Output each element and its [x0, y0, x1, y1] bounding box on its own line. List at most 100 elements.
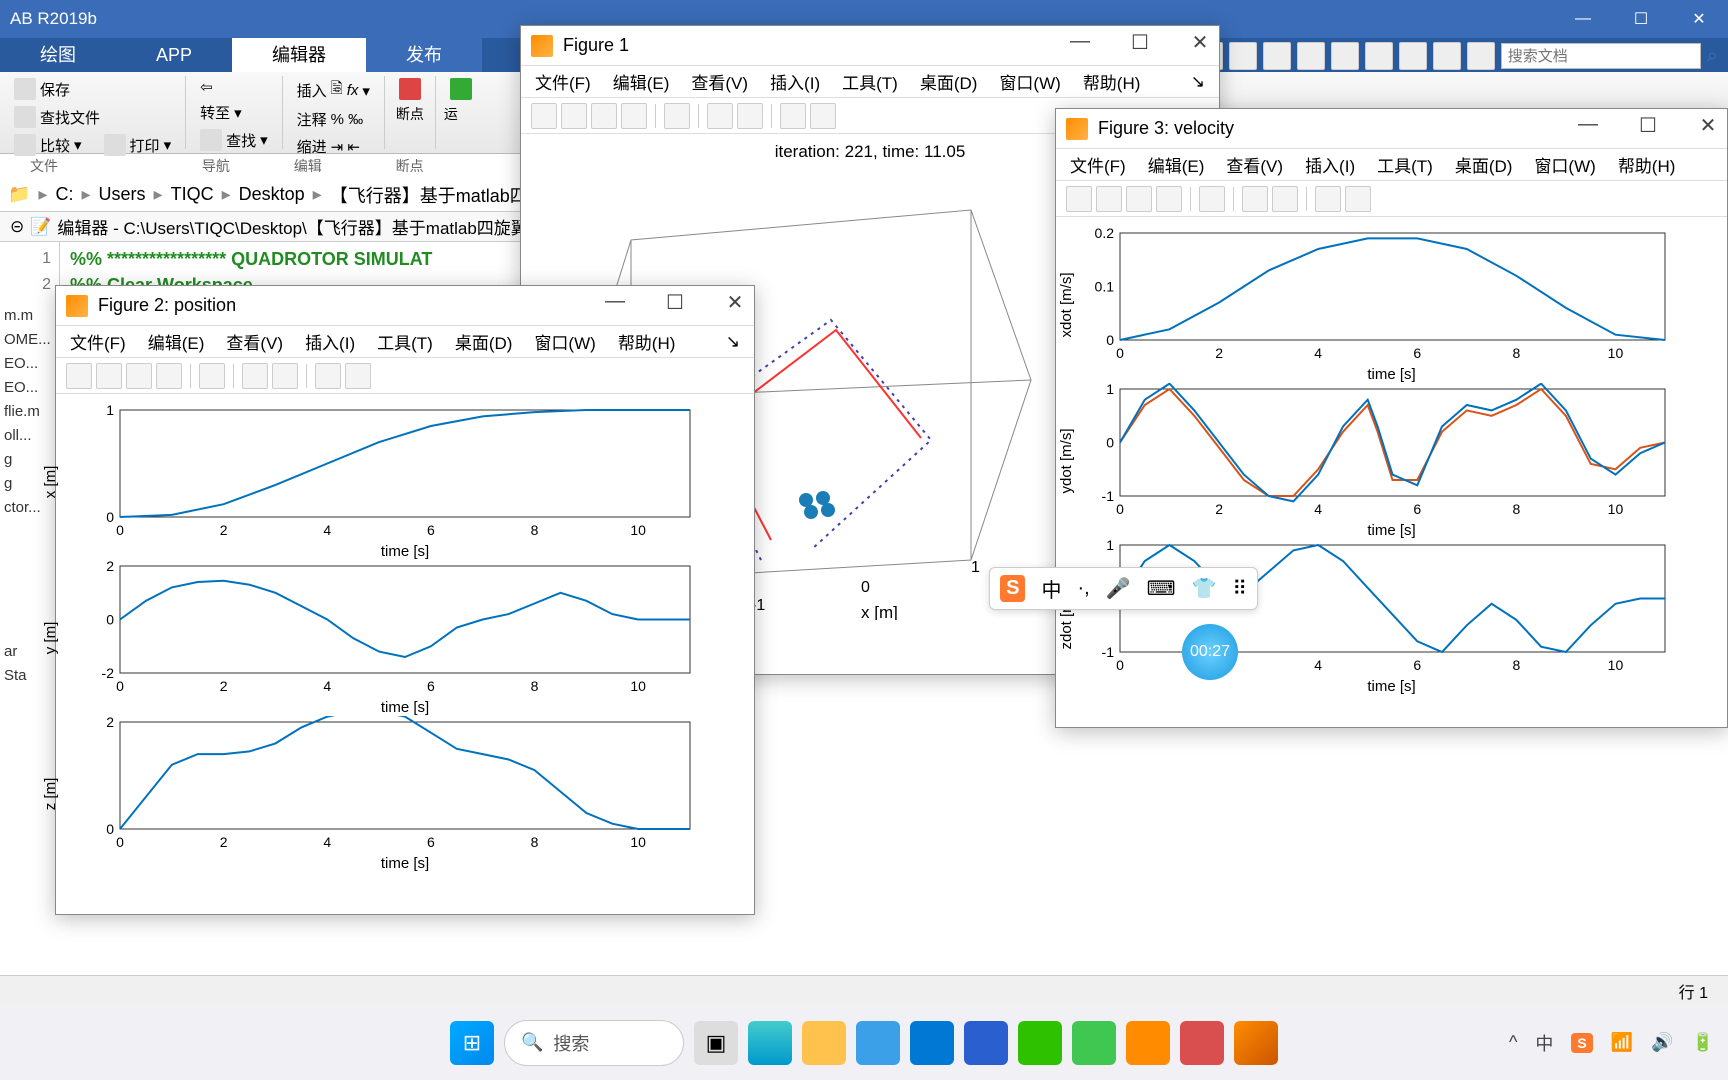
game-icon[interactable] [1180, 1021, 1224, 1065]
ftb-pointer-icon[interactable] [315, 363, 341, 389]
qa-more-icon[interactable] [1467, 42, 1495, 70]
qa-undo-icon[interactable] [1331, 42, 1359, 70]
tab-plot[interactable]: 绘图 [0, 38, 116, 72]
search-icon[interactable]: ⌕ [1707, 45, 1718, 68]
menu-window[interactable]: 窗口(W) [999, 69, 1060, 94]
menu-tools[interactable]: 工具(T) [377, 329, 433, 354]
ftb-layout-icon[interactable] [199, 363, 225, 389]
run-button[interactable] [444, 76, 478, 102]
ftb-pointer-icon[interactable] [1315, 186, 1341, 212]
qa-copy-icon[interactable] [1263, 42, 1291, 70]
ftb-dock1-icon[interactable] [1242, 186, 1268, 212]
menu-tools[interactable]: 工具(T) [1377, 152, 1433, 177]
ftb-open-icon[interactable] [1096, 186, 1122, 212]
ftb-save-icon[interactable] [591, 103, 617, 129]
tray-wifi-icon[interactable]: 📶 [1611, 1032, 1633, 1053]
menu-desktop[interactable]: 桌面(D) [920, 69, 978, 94]
fig2-min-button[interactable]: — [600, 290, 630, 315]
close-button[interactable]: ✕ [1670, 0, 1728, 38]
maximize-button[interactable]: ☐ [1612, 0, 1670, 38]
ftb-save-icon[interactable] [126, 363, 152, 389]
tray-ime-icon[interactable]: 中 [1535, 1030, 1553, 1056]
ftb-print-icon[interactable] [1156, 186, 1182, 212]
print-button[interactable]: 打印 ▾ [98, 132, 178, 158]
figure3-plots[interactable]: xdot [m/s] 024681000.10.2 time [s] ydot … [1056, 217, 1727, 705]
subplot[interactable]: x [m] 024681001 time [s] [70, 404, 740, 560]
ime-bar[interactable]: S 中 ·, 🎤 ⌨ 👕 ⠿ [989, 567, 1258, 610]
fig2-max-button[interactable]: ☐ [660, 290, 690, 315]
menu-file[interactable]: 文件(F) [70, 329, 126, 354]
figure2-plots[interactable]: x [m] 024681001 time [s] y [m] 0246810-2… [56, 394, 754, 882]
taskbar-search[interactable]: 🔍 搜索 [504, 1020, 684, 1066]
ftb-open-icon[interactable] [561, 103, 587, 129]
menu-help[interactable]: 帮助(H) [618, 329, 676, 354]
compare-button[interactable]: 比较 ▾ [8, 132, 88, 158]
figure2-titlebar[interactable]: Figure 2: position — ☐ ✕ [56, 286, 754, 326]
subplot[interactable]: y [m] 0246810-202 time [s] [70, 560, 740, 716]
ftb-save-icon[interactable] [1126, 186, 1152, 212]
ftb-insert-icon[interactable] [345, 363, 371, 389]
explorer-icon[interactable] [802, 1021, 846, 1065]
ftb-dock2-icon[interactable] [737, 103, 763, 129]
ftb-pointer-icon[interactable] [780, 103, 806, 129]
ftb-insert-icon[interactable] [1345, 186, 1371, 212]
menu-edit[interactable]: 编辑(E) [613, 69, 670, 94]
store-icon[interactable] [856, 1021, 900, 1065]
taskview-icon[interactable]: ▣ [694, 1021, 738, 1065]
figure3-titlebar[interactable]: Figure 3: velocity — ☐ ✕ [1056, 109, 1727, 149]
fig2-close-button[interactable]: ✕ [720, 290, 750, 315]
menu-more-icon[interactable]: ↘ [726, 332, 740, 352]
matlab-taskbar-icon[interactable] [1234, 1021, 1278, 1065]
edge-icon[interactable] [748, 1021, 792, 1065]
find-button[interactable]: 查找 ▾ [194, 127, 274, 153]
fig3-max-button[interactable]: ☐ [1633, 113, 1663, 138]
menu-help[interactable]: 帮助(H) [1618, 152, 1676, 177]
menu-view[interactable]: 查看(V) [691, 69, 748, 94]
tray-sogou-icon[interactable]: S [1571, 1033, 1592, 1053]
subplot[interactable]: z [m] 024681002 time [s] [70, 716, 740, 872]
menu-insert[interactable]: 插入(I) [305, 329, 355, 354]
menu-desktop[interactable]: 桌面(D) [1455, 152, 1513, 177]
ftb-open-icon[interactable] [96, 363, 122, 389]
ftb-dock2-icon[interactable] [272, 363, 298, 389]
expand-icon[interactable]: ⊝ [10, 217, 24, 237]
wx2-icon[interactable] [1126, 1021, 1170, 1065]
insert-button[interactable]: 插入 🗟 fx ▾ [291, 76, 376, 105]
system-tray[interactable]: ^ 中 S 📶 🔊 🔋 [1509, 1030, 1714, 1056]
search-doc-input[interactable] [1501, 43, 1701, 69]
goto-button[interactable]: 转至 ▾ [194, 100, 274, 125]
menu-insert[interactable]: 插入(I) [1305, 152, 1355, 177]
menu-window[interactable]: 窗口(W) [1534, 152, 1595, 177]
start-button[interactable]: ⊞ [450, 1021, 494, 1065]
subplot[interactable]: ydot [m/s] 0246810-101 time [s] [1070, 383, 1713, 539]
ftb-layout-icon[interactable] [664, 103, 690, 129]
fig1-min-button[interactable]: — [1065, 30, 1095, 55]
qa-print-icon[interactable] [1399, 42, 1427, 70]
comment-button[interactable]: 注释 % ‰ [291, 107, 376, 132]
qa-help-icon[interactable] [1433, 42, 1461, 70]
minimize-button[interactable]: — [1554, 0, 1612, 38]
ftb-layout-icon[interactable] [1199, 186, 1225, 212]
figure2-window[interactable]: Figure 2: position — ☐ ✕ 文件(F) 编辑(E) 查看(… [55, 285, 755, 915]
menu-edit[interactable]: 编辑(E) [148, 329, 205, 354]
menu-desktop[interactable]: 桌面(D) [455, 329, 513, 354]
ftb-insert-icon[interactable] [810, 103, 836, 129]
menu-insert[interactable]: 插入(I) [770, 69, 820, 94]
menu-view[interactable]: 查看(V) [1226, 152, 1283, 177]
ftb-new-icon[interactable] [531, 103, 557, 129]
tab-editor[interactable]: 编辑器 [232, 38, 366, 72]
menu-window[interactable]: 窗口(W) [534, 329, 595, 354]
tray-battery-icon[interactable]: 🔋 [1692, 1032, 1714, 1053]
menu-help[interactable]: 帮助(H) [1083, 69, 1141, 94]
mail-icon[interactable] [910, 1021, 954, 1065]
nav-back-button[interactable]: ⇦ [194, 76, 274, 98]
breakpoint-button[interactable] [393, 76, 427, 102]
tray-vol-icon[interactable]: 🔊 [1651, 1032, 1673, 1053]
qa-cut-icon[interactable] [1229, 42, 1257, 70]
menu-more-icon[interactable]: ↘ [1191, 72, 1205, 92]
tray-expand-icon[interactable]: ^ [1509, 1032, 1517, 1053]
menu-tools[interactable]: 工具(T) [842, 69, 898, 94]
figure1-titlebar[interactable]: Figure 1 — ☐ ✕ [521, 26, 1219, 66]
subplot[interactable]: zdot [m/s] 0246810-101 time [s] [1070, 539, 1713, 695]
fig3-close-button[interactable]: ✕ [1693, 113, 1723, 138]
